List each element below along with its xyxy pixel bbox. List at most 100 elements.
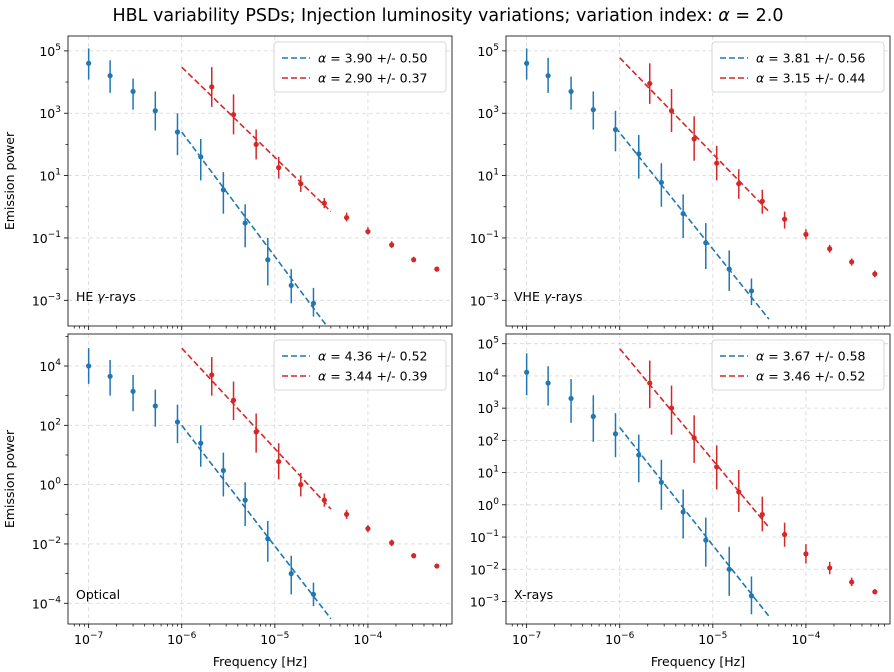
data-point-blue: [568, 88, 574, 95]
band-label: Optical: [76, 587, 120, 602]
data-point-red: [759, 511, 765, 518]
data-point-red: [411, 257, 417, 263]
data-point-blue: [152, 108, 158, 114]
data-point-blue: [658, 179, 664, 186]
data-point-blue: [198, 440, 204, 446]
legend-box: [273, 339, 447, 391]
panel-top-right: 10−3 10−1 101 103 105 VHE γ-rays α = 3.81 +/- …: [470, 35, 891, 330]
legend-entry: α = 3.44 +/- 0.39: [318, 369, 428, 384]
data-point-blue: [703, 240, 709, 246]
legend-entry: α = 3.81 +/- 0.56: [756, 51, 866, 66]
data-point-blue: [636, 452, 642, 458]
y-tick-label: 105: [39, 43, 61, 59]
data-point-blue: [198, 154, 204, 160]
data-point-blue: [265, 536, 271, 542]
y-tick-label: 101: [39, 168, 61, 184]
y-tick-label: 10−3: [470, 593, 499, 609]
data-point-red: [647, 380, 653, 386]
data-point-red: [230, 397, 237, 403]
data-point-red: [781, 216, 788, 222]
x-tick-label: 10−4: [791, 631, 820, 647]
panels-group: 10−3 10−1 101 103 105 Emission power HE γ-rays…: [2, 35, 891, 669]
data-point-blue: [703, 537, 709, 543]
y-tick-label: 101: [477, 168, 499, 184]
legend-entry: α = 4.36 +/- 0.52: [318, 349, 427, 364]
y-axis-label: Emission power: [2, 131, 17, 230]
data-point-red: [736, 181, 742, 187]
legend-entry: α = 3.90 +/- 0.50: [318, 51, 428, 66]
fit-line-blue: [181, 424, 332, 620]
data-point-red: [781, 531, 788, 538]
data-point-red: [365, 228, 371, 235]
y-tick-label: 101: [477, 465, 499, 481]
data-point-blue: [242, 497, 248, 503]
x-tick-label: 10−7: [512, 631, 541, 647]
fit-line-blue: [181, 131, 328, 326]
data-point-red: [647, 80, 653, 87]
data-point-blue: [612, 126, 619, 133]
data-point-red: [343, 511, 350, 517]
data-point-blue: [220, 187, 226, 193]
data-point-blue: [680, 211, 686, 217]
legend-entry: α = 3.46 +/- 0.52: [756, 369, 865, 384]
data-point-red: [209, 372, 215, 378]
legend-entry: α = 2.90 +/- 0.37: [318, 71, 427, 86]
y-tick-label: 10−3: [32, 292, 61, 308]
y-axis-label: Emission power: [2, 429, 17, 528]
band-label: VHE γ-rays: [514, 289, 582, 304]
data-point-red: [365, 525, 371, 532]
fit-line-red: [619, 348, 770, 528]
data-point-red: [691, 435, 697, 441]
data-point-blue: [658, 479, 664, 485]
data-point-blue: [310, 591, 317, 597]
data-point-blue: [86, 363, 92, 369]
x-axis-label: Frequency [Hz]: [651, 654, 745, 669]
data-point-blue: [288, 282, 294, 289]
data-point-red: [827, 246, 833, 252]
data-point-red: [872, 589, 878, 595]
data-point-red: [253, 429, 259, 435]
band-label: HE γ-rays: [76, 289, 136, 304]
data-point-red: [209, 84, 215, 90]
data-point-blue: [220, 467, 226, 474]
y-tick-label: 100: [39, 477, 61, 493]
y-tick-label: 103: [477, 105, 499, 121]
data-point-blue: [545, 380, 551, 386]
x-tick-label: 10−5: [260, 631, 289, 647]
data-point-blue: [288, 571, 294, 577]
data-point-red: [389, 242, 395, 248]
data-point-red: [803, 231, 809, 237]
data-point-red: [849, 259, 855, 265]
fit-line-blue: [619, 427, 770, 617]
data-point-red: [872, 271, 878, 277]
y-tick-label: 10−2: [32, 536, 61, 552]
data-point-red: [691, 136, 697, 142]
axes-frame: [67, 35, 453, 327]
data-point-blue: [748, 288, 755, 294]
data-point-red: [276, 165, 282, 171]
data-point-blue: [265, 257, 271, 263]
panel-top-left: 10−3 10−1 101 103 105 Emission power HE γ-rays…: [2, 35, 453, 330]
data-point-blue: [107, 73, 113, 79]
y-tick-label: 104: [39, 358, 61, 374]
y-tick-label: 10−1: [470, 529, 499, 545]
data-point-blue: [242, 220, 248, 226]
data-point-blue: [612, 431, 619, 437]
data-point-red: [230, 112, 237, 118]
data-point-red: [321, 497, 327, 503]
x-tick-label: 10−5: [698, 631, 727, 647]
data-point-blue: [130, 388, 136, 394]
data-point-red: [253, 141, 259, 148]
data-point-blue: [726, 566, 732, 572]
data-point-red: [714, 464, 720, 470]
y-tick-label: 102: [477, 432, 499, 448]
x-axis-label: Frequency [Hz]: [213, 654, 307, 669]
x-tick-label: 10−6: [167, 631, 196, 647]
data-point-blue: [86, 60, 92, 66]
y-tick-label: 104: [477, 368, 499, 384]
y-tick-label: 102: [39, 417, 61, 433]
x-tick-label: 10−7: [74, 631, 103, 647]
data-point-blue: [107, 373, 113, 379]
y-tick-label: 10−4: [32, 595, 61, 611]
y-tick-label: 100: [477, 497, 499, 513]
